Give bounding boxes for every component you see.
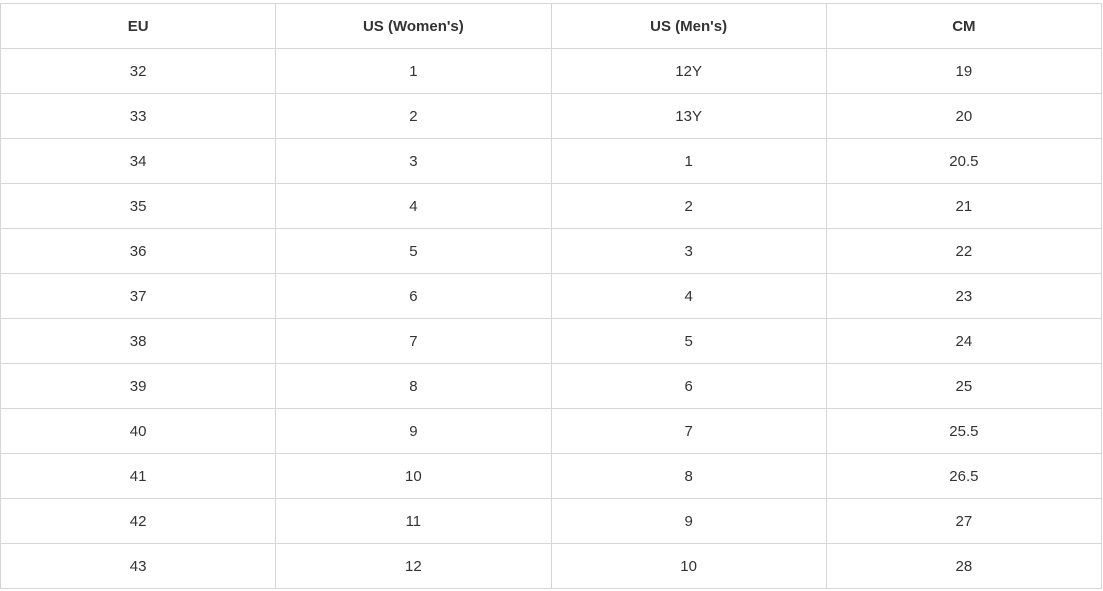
cell-us-womens: 6: [275, 273, 552, 319]
cell-us-mens: 9: [550, 498, 827, 544]
header-eu: EU: [0, 3, 277, 49]
cell-us-mens: 10: [550, 543, 827, 589]
header-us-womens: US (Women's): [275, 3, 552, 49]
cell-us-mens: 2: [550, 183, 827, 229]
cell-cm: 24: [825, 318, 1103, 364]
cell-cm: 27: [825, 498, 1103, 544]
cell-us-womens: 11: [275, 498, 552, 544]
cell-eu: 39: [0, 363, 277, 409]
cell-us-womens: 9: [275, 408, 552, 454]
cell-us-womens: 8: [275, 363, 552, 409]
cell-eu: 40: [0, 408, 277, 454]
cell-us-mens: 7: [550, 408, 827, 454]
cell-us-mens: 8: [550, 453, 827, 499]
cell-cm: 21: [825, 183, 1103, 229]
cell-us-womens: 2: [275, 93, 552, 139]
cell-cm: 28: [825, 543, 1103, 589]
table-row: 40 9 7 25.5: [0, 408, 1103, 454]
table-row: 36 5 3 22: [0, 228, 1103, 274]
table-row: 33 2 13Y 20: [0, 93, 1103, 139]
cell-cm: 25.5: [825, 408, 1103, 454]
table-row: 39 8 6 25: [0, 363, 1103, 409]
cell-us-mens: 12Y: [550, 48, 827, 94]
cell-eu: 32: [0, 48, 277, 94]
cell-cm: 19: [825, 48, 1103, 94]
table-row: 37 6 4 23: [0, 273, 1103, 319]
cell-us-mens: 6: [550, 363, 827, 409]
cell-cm: 22: [825, 228, 1103, 274]
cell-us-mens: 3: [550, 228, 827, 274]
cell-eu: 36: [0, 228, 277, 274]
table-row: 43 12 10 28: [0, 543, 1103, 589]
cell-eu: 38: [0, 318, 277, 364]
cell-us-womens: 10: [275, 453, 552, 499]
cell-us-mens: 5: [550, 318, 827, 364]
cell-us-womens: 7: [275, 318, 552, 364]
cell-eu: 43: [0, 543, 277, 589]
cell-us-mens: 4: [550, 273, 827, 319]
cell-eu: 35: [0, 183, 277, 229]
table-row: 42 11 9 27: [0, 498, 1103, 544]
table-row: 35 4 2 21: [0, 183, 1103, 229]
cell-cm: 26.5: [825, 453, 1103, 499]
cell-us-womens: 1: [275, 48, 552, 94]
cell-cm: 23: [825, 273, 1103, 319]
table-row: 41 10 8 26.5: [0, 453, 1103, 499]
header-us-mens: US (Men's): [550, 3, 827, 49]
cell-cm: 25: [825, 363, 1103, 409]
cell-us-womens: 12: [275, 543, 552, 589]
cell-us-mens: 1: [550, 138, 827, 184]
cell-eu: 41: [0, 453, 277, 499]
cell-eu: 37: [0, 273, 277, 319]
cell-us-womens: 3: [275, 138, 552, 184]
cell-us-womens: 4: [275, 183, 552, 229]
table-row: 38 7 5 24: [0, 318, 1103, 364]
size-chart-table: EU US (Women's) US (Men's) CM 32 1 12Y 19 33…: [0, 3, 1103, 589]
table-row: 32 1 12Y 19: [0, 48, 1103, 94]
cell-eu: 42: [0, 498, 277, 544]
table-row: 34 3 1 20.5: [0, 138, 1103, 184]
cell-cm: 20: [825, 93, 1103, 139]
header-cm: CM: [825, 3, 1103, 49]
header-row: EU US (Women's) US (Men's) CM: [0, 3, 1103, 49]
cell-cm: 20.5: [825, 138, 1103, 184]
cell-eu: 34: [0, 138, 277, 184]
cell-us-womens: 5: [275, 228, 552, 274]
cell-us-mens: 13Y: [550, 93, 827, 139]
cell-eu: 33: [0, 93, 277, 139]
